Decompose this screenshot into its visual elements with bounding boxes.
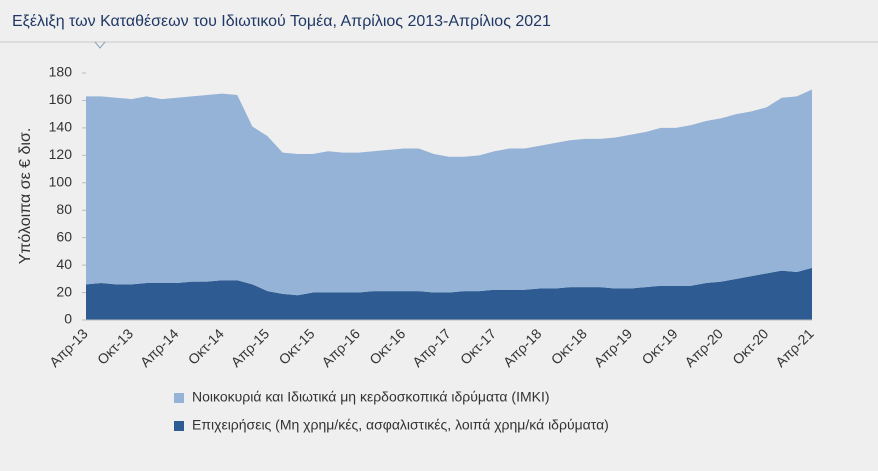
y-tick-label: 180 bbox=[49, 64, 73, 80]
area bbox=[86, 89, 812, 296]
legend-swatch bbox=[174, 421, 184, 431]
title-marker bbox=[94, 41, 106, 49]
y-tick-label: 120 bbox=[49, 146, 73, 162]
y-tick-label: 0 bbox=[64, 311, 72, 327]
area bbox=[86, 267, 812, 320]
y-tick-label: 160 bbox=[49, 91, 73, 107]
legend-label: Νοικοκυριά και Ιδιωτικά μη κερδοσκοπικά … bbox=[192, 389, 550, 405]
y-axis-label: Υπόλοιπα σε € δισ. bbox=[17, 128, 34, 265]
y-tick-label: 100 bbox=[49, 173, 73, 189]
y-tick-label: 20 bbox=[56, 283, 72, 299]
legend-label: Επιχειρήσεις (Μη χρημ/κές, ασφαλιστικές,… bbox=[192, 417, 609, 433]
chart-title: Εξέλιξη των Καταθέσεων του Ιδιωτικού Τομ… bbox=[12, 13, 551, 30]
legend-swatch bbox=[174, 393, 184, 403]
y-tick-label: 60 bbox=[56, 228, 72, 244]
y-tick-label: 80 bbox=[56, 201, 72, 217]
y-tick-label: 140 bbox=[49, 119, 73, 135]
y-tick-label: 40 bbox=[56, 256, 72, 272]
